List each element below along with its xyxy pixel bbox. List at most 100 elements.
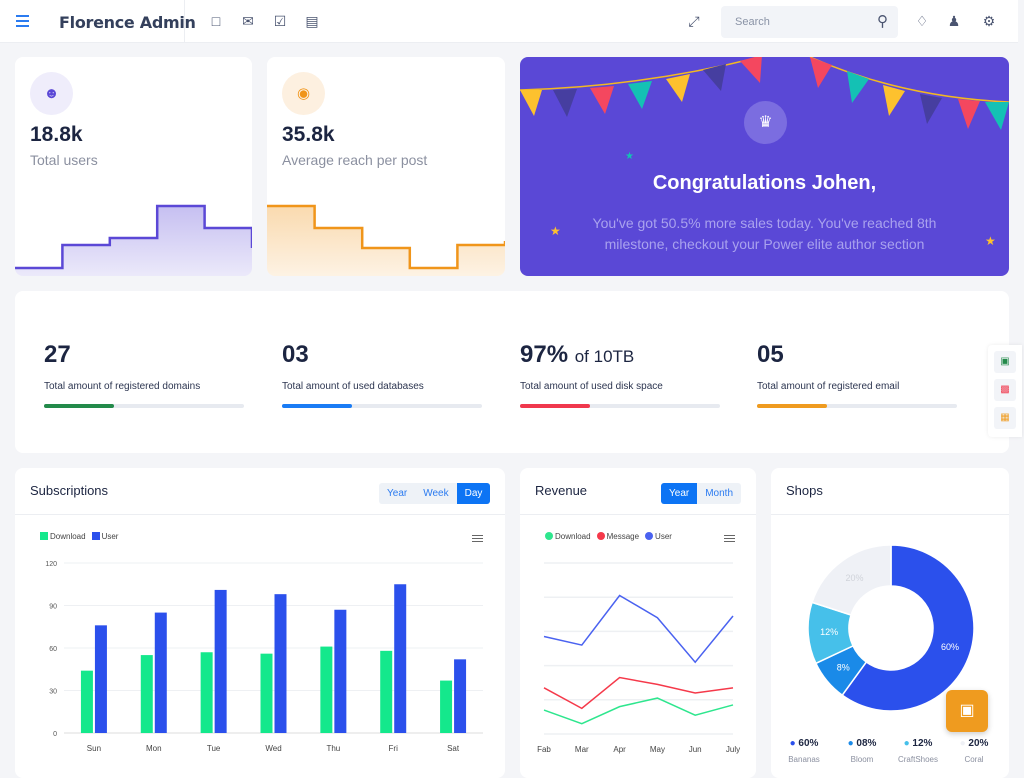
x-tick-label: Tue — [207, 744, 221, 753]
shops-card: Shops 60% 8% 12% 20% ● 60% Bananas ● 08% Bloom… — [771, 468, 1009, 778]
subscriptions-bar-chart: 0 30 60 90 120 Sun Mon Tue Wed Thu Fri Sat — [45, 561, 483, 753]
folder-icon[interactable]: ▦ — [994, 407, 1016, 429]
legend-bloom[interactable]: ● 08% Bloom — [837, 733, 887, 764]
x-tick-label: Jun — [689, 745, 702, 754]
x-tick-label: Thu — [326, 744, 340, 753]
legend-user[interactable]: User — [645, 532, 672, 541]
progress-fill — [757, 404, 827, 408]
mail-icon[interactable]: ✉ — [242, 13, 254, 29]
bar-user — [94, 625, 107, 733]
legend-message[interactable]: Message — [596, 532, 639, 541]
x-tick-label: Sat — [447, 744, 460, 753]
progress-fill — [282, 404, 352, 408]
user-icon[interactable]: ♟ — [947, 13, 961, 29]
sparkline-line — [267, 204, 505, 270]
reach-sparkline — [267, 204, 505, 276]
top-header: Florence Admin □ ✉ ☑ ▤ ⤢ Search ⚲ ♢ ♟ ⚙ — [0, 0, 1018, 43]
stat-domains: 27 Total amount of registered domains — [44, 341, 244, 408]
search-input[interactable]: Search ⚲ — [721, 6, 898, 38]
users-icon: ☻ — [30, 72, 73, 115]
chat-bubble-icon: ▣ — [959, 702, 975, 719]
svg-text:★: ★ — [550, 224, 561, 238]
bar-user — [394, 584, 407, 733]
legend-label: Bananas — [788, 755, 820, 764]
y-tick-label: 90 — [49, 604, 57, 611]
bar-user — [274, 594, 287, 733]
tab-day[interactable]: Day — [456, 483, 491, 504]
tab-week[interactable]: Week — [423, 488, 449, 499]
subscriptions-title: Subscriptions — [30, 483, 109, 498]
bell-icon[interactable]: ♢ — [915, 13, 929, 29]
stat-progress — [757, 404, 957, 408]
bar-download — [440, 680, 453, 733]
tab-year[interactable]: Year — [661, 483, 698, 504]
checkbox-icon[interactable]: ☑ — [273, 13, 287, 29]
congrats-banner: ★ ★ ★ ♛ Congratulations Johen, You've go… — [520, 57, 1009, 276]
total-users-label: Total users — [30, 152, 98, 168]
chart-menu-icon[interactable] — [472, 535, 483, 544]
slice-bananas — [841, 544, 975, 712]
tab-month[interactable]: Month — [705, 488, 734, 499]
sparkline-area — [15, 206, 252, 276]
revenue-title: Revenue — [535, 483, 588, 498]
banner-title: Congratulations Johen, — [652, 172, 877, 194]
money-icon[interactable]: ▣ — [994, 351, 1016, 373]
subscriptions-range-tabs: Year Week Day — [379, 483, 491, 504]
line-message — [543, 676, 734, 710]
legend-download[interactable]: Download — [545, 532, 591, 541]
menu-icon[interactable] — [16, 15, 29, 30]
fullscreen-icon[interactable]: ⤢ — [688, 13, 700, 29]
stat-progress — [520, 404, 720, 408]
legend-craftshoes[interactable]: ● 12% CraftShoes — [893, 733, 943, 764]
sparkline-area — [267, 206, 505, 276]
stat-databases: 03 Total amount of used databases — [282, 341, 482, 408]
x-tick-label: Fri — [389, 744, 399, 753]
chart-legend: Download Message User — [545, 532, 672, 541]
y-tick-label: 0 — [53, 731, 57, 738]
x-tick-label: Mar — [575, 745, 589, 754]
legend-label: User — [655, 532, 672, 541]
revenue-line-chart: Fab Mar Apr May Jun July — [537, 562, 740, 754]
revenue-range-tabs: Year Month — [661, 483, 742, 504]
stat-progress — [282, 404, 482, 408]
slice-label: 20% — [846, 573, 864, 583]
search-placeholder: Search — [735, 16, 770, 28]
stat-email: 05 Total amount of registered email — [757, 341, 957, 408]
x-tick-label: Mon — [146, 744, 162, 753]
tab-year[interactable]: Year — [387, 488, 408, 499]
legend-label: Download — [50, 532, 86, 541]
bar-download — [140, 655, 153, 733]
bar-user — [334, 609, 347, 733]
legend-value: ● 12% — [903, 738, 933, 749]
legend-coral[interactable]: ● 20% Coral — [949, 733, 999, 764]
legend-download[interactable]: Download — [40, 532, 86, 541]
reach-label: Average reach per post — [282, 152, 428, 168]
calendar-icon[interactable]: ▤ — [305, 13, 319, 29]
legend-bananas[interactable]: ● 60% Bananas — [779, 733, 829, 764]
total-users-card: ☻ 18.8k Total users — [15, 57, 252, 276]
bar-user — [154, 612, 167, 733]
line-user — [543, 594, 734, 664]
slice-label: 12% — [820, 627, 838, 637]
stat-suffix: of 10TB — [574, 347, 635, 366]
chart-menu-icon[interactable] — [724, 535, 735, 544]
legend-label: Bloom — [850, 755, 874, 764]
search-icon[interactable]: ⚲ — [877, 13, 888, 30]
slice-coral — [811, 544, 892, 616]
brand-logo[interactable]: Florence Admin — [59, 13, 196, 32]
x-tick-label: Wed — [265, 744, 281, 753]
x-tick-label: Apr — [613, 745, 626, 754]
chat-button[interactable]: ▣ — [946, 690, 988, 732]
legend-value: ● 08% — [847, 738, 877, 749]
bar-download — [320, 646, 333, 733]
reach-value: 35.8k — [282, 123, 335, 146]
stat-label: Total amount of used disk space — [520, 381, 663, 392]
gear-icon[interactable]: ⚙ — [982, 13, 996, 29]
trophy-icon: ♛ — [744, 101, 787, 144]
stat-disk: 97% of 10TB Total amount of used disk sp… — [520, 341, 720, 408]
image-icon[interactable]: ▩ — [994, 379, 1016, 401]
legend-user[interactable]: User — [91, 532, 118, 541]
svg-text:★: ★ — [625, 151, 634, 162]
y-tick-label: 120 — [45, 561, 57, 568]
chat-icon[interactable]: □ — [211, 13, 221, 29]
